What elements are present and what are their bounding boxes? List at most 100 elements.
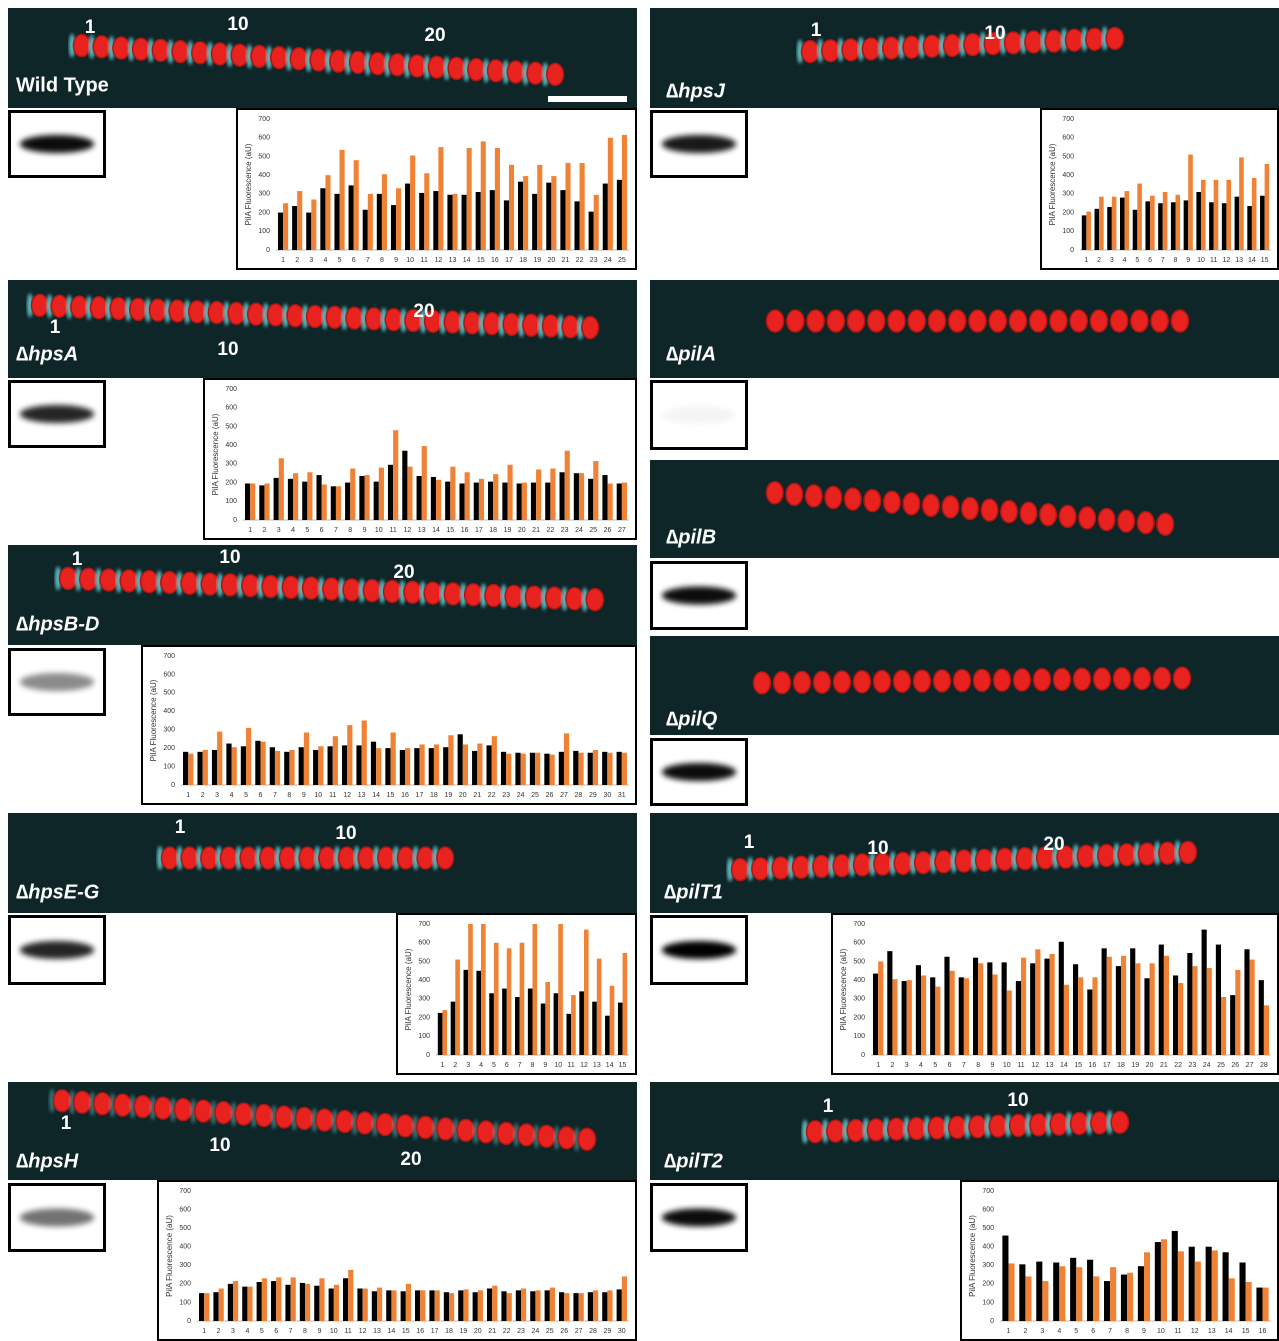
bar [1263,1288,1269,1321]
y-tick-label: 200 [225,479,237,486]
x-tick-label: 25 [531,792,539,799]
x-tick-label: 22 [503,1328,511,1335]
bar [1163,192,1168,250]
bar [502,483,507,520]
x-tick-label: 12 [404,527,412,534]
x-tick-label: 12 [1223,257,1231,264]
cell [1159,842,1176,864]
x-tick-label: 20 [547,257,555,264]
bar [1002,962,1007,1055]
bar [448,735,453,785]
bar [1184,200,1189,250]
cell [248,303,265,325]
bar [348,1270,353,1321]
x-tick-label: 11 [389,527,396,534]
bar [1192,966,1197,1055]
x-tick-label: 5 [260,1328,264,1335]
cell [162,847,179,869]
bar [1250,960,1255,1055]
bar [371,742,376,785]
x-tick-label: 9 [1142,1328,1146,1335]
cell [251,45,268,67]
cell [133,38,150,60]
bar [300,1283,305,1321]
x-tick-label: 22 [1174,1062,1182,1069]
cell [120,570,137,592]
cell [989,1115,1006,1137]
y-tick-label: 200 [1062,209,1074,216]
x-tick-label: 10 [375,527,383,534]
x-tick-label: 6 [320,527,324,534]
cell [908,1118,925,1140]
y-tick-label: 300 [258,191,270,198]
y-tick-label: 400 [853,977,865,984]
x-tick-label: 24 [604,257,612,264]
bar [293,473,298,520]
x-tick-label: 19 [460,1328,468,1335]
cell [503,313,520,335]
cell [437,1118,454,1140]
bar [978,963,983,1055]
cell [767,310,784,332]
cell [339,847,356,869]
x-tick-label: 17 [1103,1062,1111,1069]
y-tick-label: 500 [418,958,430,965]
bar [1035,949,1040,1055]
x-tick-label: 8 [287,792,291,799]
bar [1095,209,1100,250]
x-tick-label: 7 [366,257,370,264]
cell [753,672,770,694]
x-tick-label: 10 [1003,1062,1011,1069]
x-tick-label: 3 [905,1062,909,1069]
x-tick-label: 18 [489,527,497,534]
bar [377,194,382,250]
cell [973,669,990,691]
bar [507,1293,512,1321]
bar [506,754,511,785]
bar [565,163,570,250]
x-tick-label: 11 [567,1062,574,1069]
y-tick-label: 600 [853,940,865,947]
bar [564,733,569,785]
bar [357,1289,362,1322]
y-tick-label: 600 [258,135,270,142]
cell [562,316,579,338]
cell [944,34,961,56]
bar [334,1285,339,1321]
bar [275,751,280,785]
bar [1050,954,1055,1055]
x-tick-label: 13 [373,1328,381,1335]
bar [579,991,584,1055]
y-tick-label: 300 [853,996,865,1003]
bar [188,754,193,785]
bar [1002,1236,1008,1321]
x-tick-label: 12 [1031,1062,1039,1069]
strain-label: ∆pilA [666,343,716,365]
bar [554,993,559,1055]
bar [1107,207,1112,250]
bar [325,175,330,250]
x-tick-label: 26 [604,527,612,534]
bar [319,1278,324,1321]
bar [429,1290,434,1321]
x-tick-label: 3 [231,1328,235,1335]
x-tick-label: 8 [303,1328,307,1335]
bar [292,206,297,250]
cell [189,301,206,323]
cell [80,568,97,590]
cell [1030,1114,1047,1136]
bar [545,1290,550,1321]
bar [1107,957,1112,1055]
x-tick-label: 10 [554,1062,562,1069]
x-tick-label: 9 [363,527,367,534]
cell [51,295,68,317]
bar [1099,197,1104,250]
x-tick-label: 9 [990,1062,994,1069]
bar [472,751,477,785]
x-tick-label: 17 [505,257,513,264]
cell [825,487,842,509]
cell [1059,505,1076,527]
cell [845,488,862,510]
x-tick-label: 20 [459,792,467,799]
y-tick-label: 700 [163,653,175,660]
